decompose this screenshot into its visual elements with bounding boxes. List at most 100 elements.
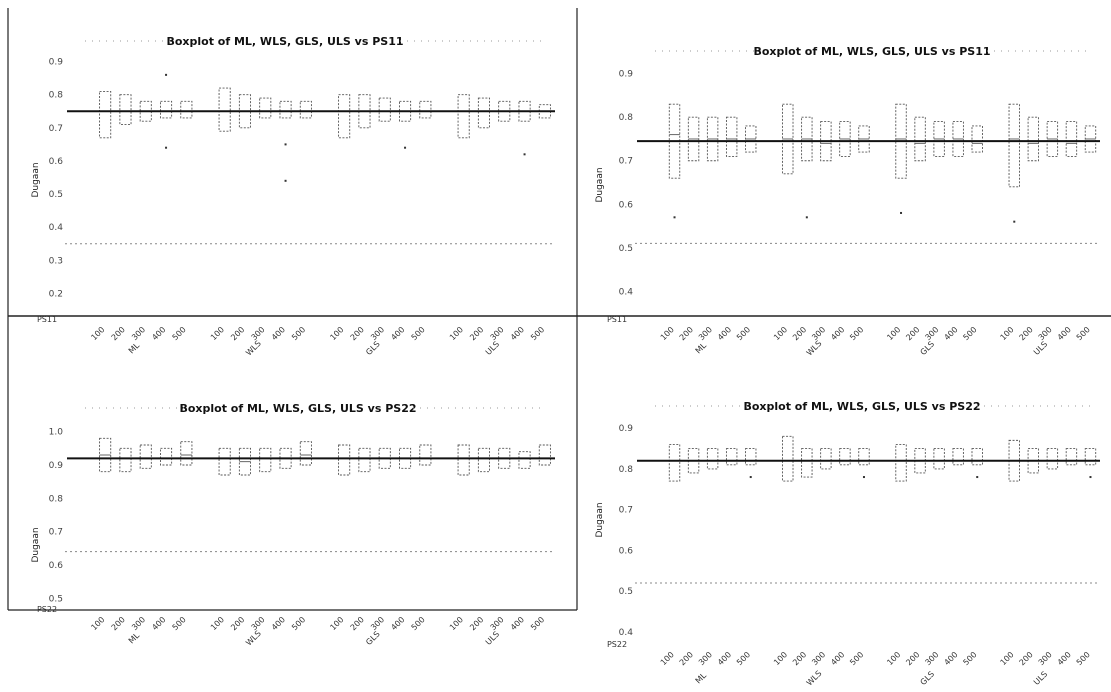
box-ml-400 [725, 116, 738, 157]
box-uls-500 [1084, 448, 1097, 466]
x-tick-label: 400 [942, 650, 959, 667]
panel-title: Boxplot of ML, WLS, GLS, ULS vs PS11 [166, 35, 403, 48]
box-uls-200 [477, 447, 490, 473]
x-tick-label: 300 [923, 650, 940, 667]
x-tick-label: 100 [659, 325, 676, 342]
box-gls-100 [895, 443, 907, 482]
x-tick-label: 500 [171, 615, 188, 632]
panel-title: Boxplot of ML, WLS, GLS, ULS vs PS11 [753, 45, 990, 58]
x-tick-label: 500 [410, 325, 427, 342]
first-category-label: PS22 [37, 605, 57, 614]
group-label: ML [694, 341, 709, 356]
x-tick-label: 500 [171, 325, 188, 342]
x-tick-label: 100 [328, 615, 345, 632]
x-tick-label: 200 [1018, 325, 1035, 342]
x-tick-label: 400 [150, 325, 167, 342]
x-tick-label: 400 [716, 650, 733, 667]
y-axis-label: Dugaan [31, 162, 41, 197]
y-tick-label: 0.7 [619, 157, 633, 167]
x-tick-label: 200 [678, 325, 695, 342]
y-tick-label: 0.7 [619, 506, 633, 516]
y-tick-label: 0.6 [619, 546, 634, 556]
y-tick-label: 0.6 [619, 200, 634, 210]
x-tick-label: 500 [961, 650, 978, 667]
box-ml-200 [119, 94, 132, 125]
box-ml-400 [725, 448, 738, 466]
x-tick-label: 100 [659, 650, 676, 667]
x-tick-label: 200 [110, 325, 127, 342]
panel-2: Boxplot of ML, WLS, GLS, ULS vs PS11 Duga… [595, 45, 1100, 358]
box-wls-500 [299, 441, 312, 466]
x-tick-label: 100 [448, 325, 465, 342]
group-label: ULS [1032, 670, 1049, 687]
box-uls-200 [477, 97, 490, 129]
box-uls-300 [1046, 121, 1059, 157]
x-tick-label: 200 [468, 615, 485, 632]
box-gls-300 [933, 448, 945, 470]
x-tick-label: 500 [410, 615, 427, 632]
group-label: WLS [244, 339, 263, 358]
x-tick-label: 100 [885, 650, 902, 667]
y-tick-label: 0.9 [49, 461, 64, 471]
box-wls-100 [218, 87, 231, 132]
box-ml-500 [745, 448, 757, 466]
box-gls-400 [952, 448, 964, 466]
y-tick-label: 0.5 [619, 244, 633, 254]
x-tick-label: 500 [1075, 650, 1092, 667]
box-uls-400 [1065, 121, 1078, 157]
group-label: GLS [919, 669, 936, 686]
y-tick-label: 0.5 [49, 594, 63, 604]
x-tick-label: 500 [290, 325, 307, 342]
x-tick-label: 200 [349, 615, 366, 632]
outlier-point [805, 216, 808, 219]
x-tick-label: 400 [270, 615, 287, 632]
group-label: WLS [805, 669, 824, 688]
y-axis-label: Dugaan [595, 167, 605, 202]
x-tick-label: 200 [349, 325, 366, 342]
x-tick-label: 300 [810, 650, 827, 667]
x-tick-label: 100 [772, 325, 789, 342]
box-gls-300 [933, 121, 945, 157]
panel-3: Boxplot of ML, WLS, GLS, ULS vs PS22 Duga… [31, 402, 555, 648]
box-gls-300 [378, 97, 391, 122]
box-ml-100 [99, 437, 112, 473]
x-tick-label: 200 [468, 325, 485, 342]
box-uls-100 [457, 94, 470, 139]
x-tick-label: 500 [1075, 325, 1092, 342]
group-label: GLS [919, 339, 936, 356]
x-tick-label: 400 [150, 615, 167, 632]
y-tick-label: 0.6 [49, 561, 64, 571]
x-tick-label: 200 [904, 325, 921, 342]
box-gls-200 [914, 116, 926, 162]
box-gls-200 [358, 447, 371, 473]
box-uls-300 [1046, 448, 1059, 470]
x-tick-label: 100 [885, 325, 902, 342]
box-ml-400 [160, 447, 173, 466]
outlier-point [673, 216, 676, 219]
y-axis-label: Dugaan [595, 502, 605, 537]
y-tick-label: 0.8 [49, 91, 64, 101]
x-tick-label: 400 [1056, 650, 1073, 667]
x-tick-label: 500 [961, 325, 978, 342]
box-gls-500 [419, 444, 432, 466]
box-wls-200 [801, 448, 813, 478]
box-wls-100 [782, 435, 794, 482]
box-wls-200 [238, 447, 251, 476]
group-label: WLS [805, 339, 824, 358]
x-tick-label: 200 [110, 615, 127, 632]
x-tick-label: 200 [791, 325, 808, 342]
x-tick-label: 100 [209, 325, 226, 342]
x-tick-label: 400 [1056, 325, 1073, 342]
box-wls-100 [782, 103, 794, 175]
y-tick-label: 0.9 [619, 70, 634, 80]
outlier-point [404, 146, 407, 149]
y-tick-label: 0.6 [49, 157, 64, 167]
group-label: ULS [484, 340, 501, 357]
x-tick-label: 400 [389, 325, 406, 342]
box-wls-100 [218, 447, 231, 476]
box-wls-500 [299, 100, 312, 119]
y-tick-label: 0.5 [619, 587, 633, 597]
box-ml-300 [706, 448, 719, 470]
y-tick-label: 0.2 [49, 289, 63, 299]
box-wls-300 [820, 121, 832, 162]
